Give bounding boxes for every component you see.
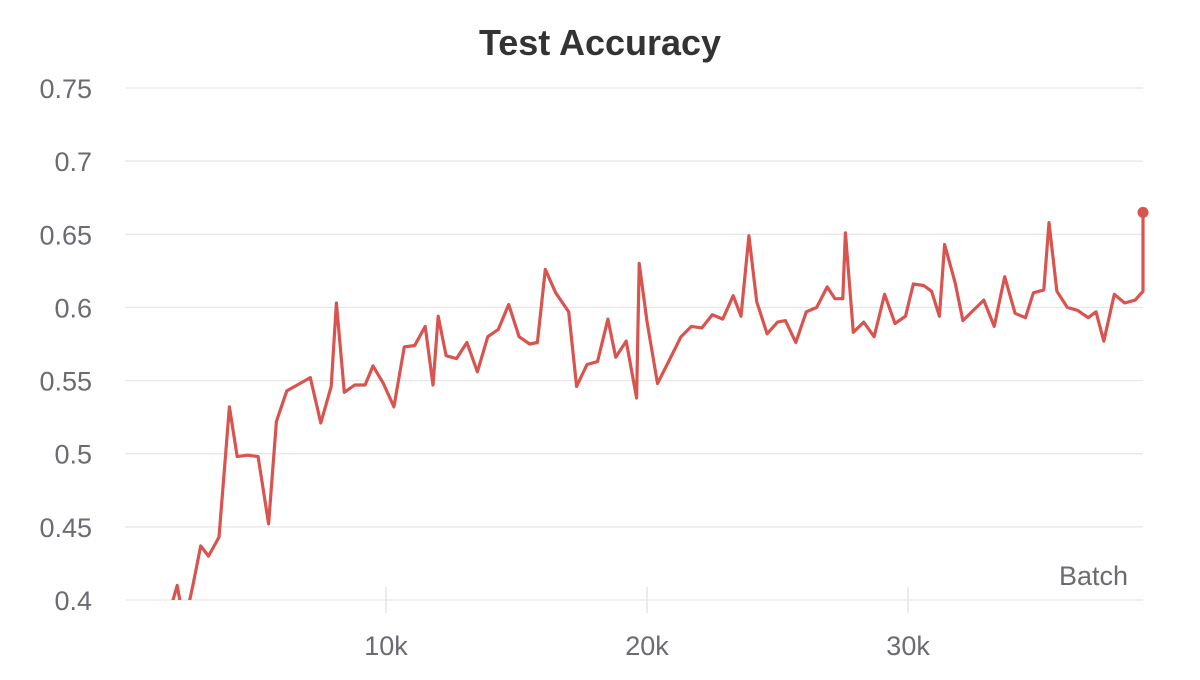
y-tick-label: 0.65 [39, 220, 92, 250]
last-point-marker [1137, 206, 1149, 218]
y-tick-label: 0.6 [54, 293, 92, 323]
x-axis-label: Batch [1059, 561, 1128, 591]
series-group [171, 206, 1149, 600]
y-tick-label: 0.7 [54, 147, 92, 177]
y-tick-label: 0.4 [54, 586, 92, 616]
gridlines [125, 87, 1143, 601]
y-tick-label: 0.5 [54, 440, 92, 470]
x-tick-label: 10k [364, 631, 408, 661]
x-tick-label: 30k [886, 631, 930, 661]
y-tick-labels: 0.4 0.45 0.5 0.55 0.6 0.65 0.7 0.75 [39, 74, 92, 616]
y-tick-label: 0.55 [39, 367, 92, 397]
chart-title: Test Accuracy [478, 22, 722, 63]
y-tick-label: 0.45 [39, 513, 92, 543]
x-tick-label: 20k [625, 631, 669, 661]
x-tick-labels: 10k 20k 30k [364, 631, 930, 661]
x-tick-marks [385, 587, 909, 613]
series-line [171, 212, 1145, 600]
y-tick-label: 0.75 [39, 74, 92, 104]
